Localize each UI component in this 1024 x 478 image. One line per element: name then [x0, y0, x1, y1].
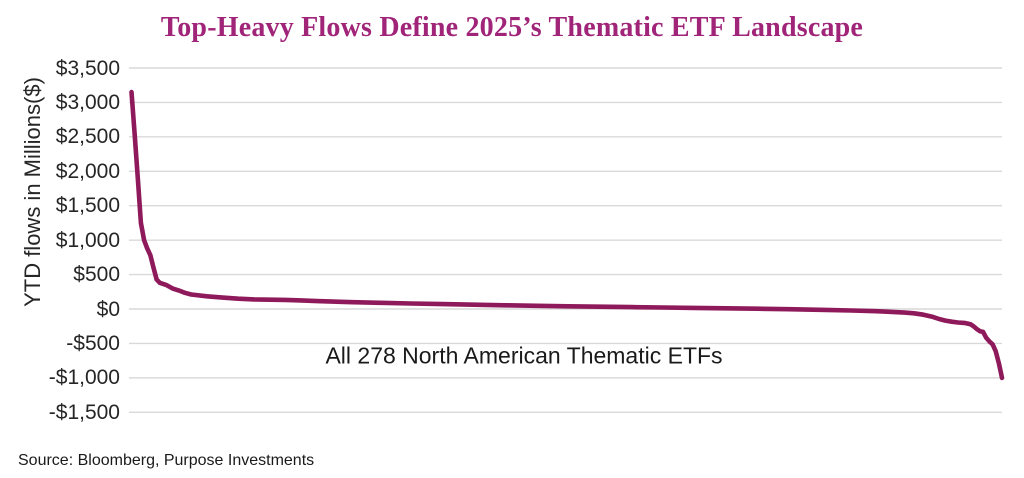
y-axis-tick-label: -$500: [66, 331, 120, 355]
y-axis-tick-label: $500: [73, 263, 120, 287]
y-axis-tick-label: $2,000: [55, 159, 120, 183]
y-axis-tick-label: -$1,000: [48, 366, 120, 390]
source-note: Source: Bloomberg, Purpose Investments: [18, 452, 315, 469]
y-axis-tick-label: $3,000: [55, 90, 120, 114]
y-axis-tick-label: $0: [96, 297, 120, 321]
chart-title: Top-Heavy Flows Define 2025’s Thematic E…: [160, 12, 864, 43]
flows-line: [129, 89, 1005, 381]
chart-annotation: All 278 North American Thematic ETFs: [325, 342, 723, 369]
y-axis-tick-label: $1,000: [55, 228, 120, 252]
y-axis-tick-label: $2,500: [55, 125, 120, 149]
y-axis-tick-label: $3,500: [55, 56, 120, 80]
y-axis-tick-label: -$1,500: [48, 400, 120, 424]
y-axis-tick-label: $1,500: [55, 194, 120, 218]
